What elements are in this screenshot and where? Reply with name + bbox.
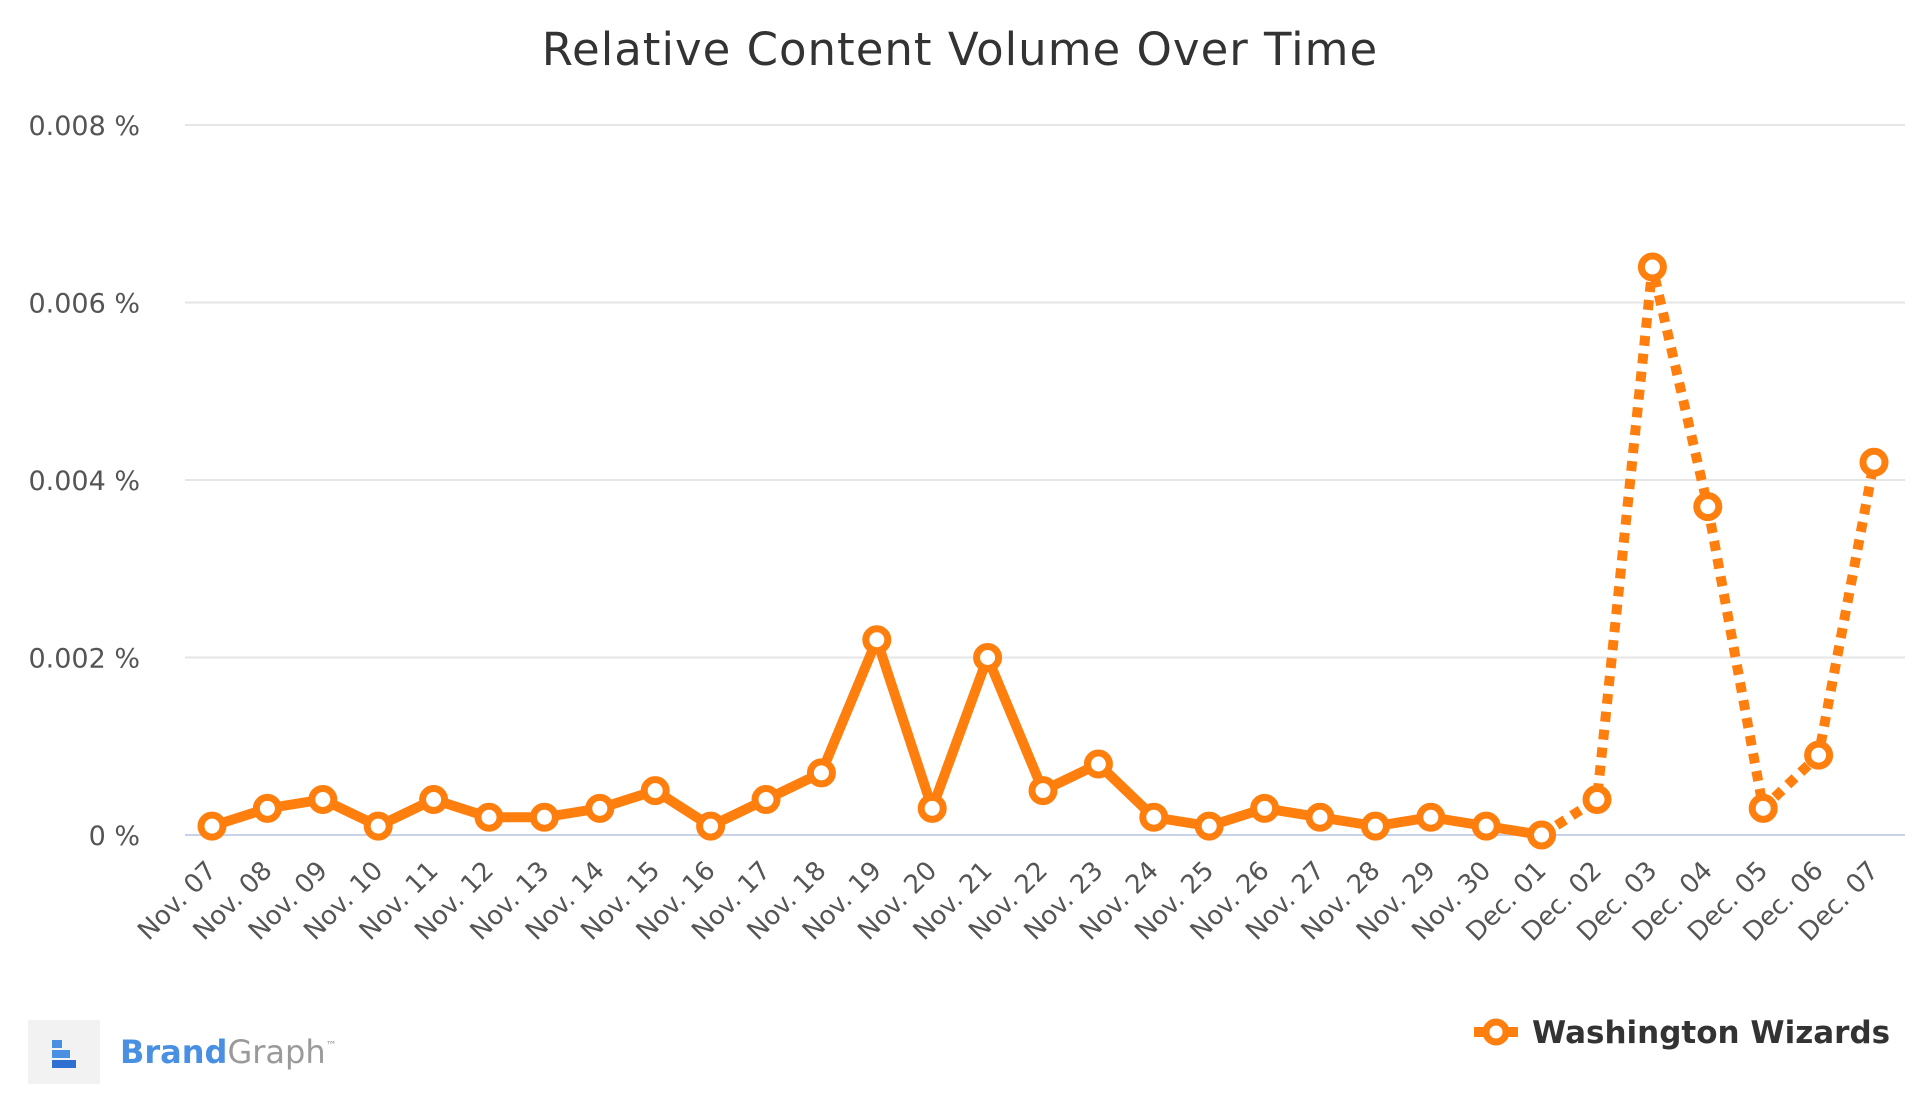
brandgraph-logo: BrandGraph™: [28, 1020, 337, 1084]
data-point[interactable]: [529, 802, 559, 832]
y-tick-label: 0.002 %: [28, 644, 140, 675]
data-point[interactable]: [1360, 811, 1390, 841]
y-tick-label: 0.008 %: [28, 111, 140, 142]
data-point[interactable]: [1859, 447, 1889, 477]
data-point[interactable]: [973, 643, 1003, 672]
y-tick-label: 0 %: [89, 821, 140, 852]
data-point[interactable]: [1637, 252, 1667, 282]
data-point[interactable]: [1804, 740, 1834, 770]
logo-bar-icon: [52, 1040, 62, 1048]
series-layer: [197, 252, 1889, 850]
data-point[interactable]: [419, 785, 449, 814]
data-point[interactable]: [1028, 776, 1058, 806]
data-point[interactable]: [363, 811, 393, 841]
y-axis: 0 % 0.002 % 0.004 % 0.006 % 0.008 %: [28, 111, 140, 852]
data-point[interactable]: [1083, 749, 1113, 779]
data-point[interactable]: [1471, 811, 1501, 841]
data-point[interactable]: [862, 625, 892, 655]
y-tick-label: 0.004 %: [28, 466, 140, 497]
legend-marker: [1482, 1018, 1510, 1046]
data-point[interactable]: [696, 811, 726, 841]
data-point[interactable]: [1527, 820, 1557, 850]
data-point[interactable]: [1139, 802, 1169, 832]
data-point[interactable]: [252, 793, 282, 823]
data-point[interactable]: [1305, 802, 1335, 832]
legend-label: Washington Wizards: [1532, 1015, 1890, 1051]
data-point[interactable]: [308, 785, 338, 814]
data-point[interactable]: [197, 811, 227, 841]
y-tick-label: 0.006 %: [28, 289, 140, 320]
chart-title: Relative Content Volume Over Time: [542, 23, 1378, 76]
data-point[interactable]: [917, 793, 947, 823]
brand-name: BrandGraph™: [120, 1033, 337, 1071]
grid: [185, 124, 1905, 836]
data-point[interactable]: [474, 802, 504, 832]
data-point[interactable]: [1416, 802, 1446, 832]
data-point[interactable]: [1693, 492, 1723, 522]
data-point[interactable]: [1250, 793, 1280, 823]
data-point[interactable]: [1582, 785, 1612, 814]
data-point[interactable]: [585, 793, 615, 823]
data-point[interactable]: [751, 785, 781, 814]
data-point[interactable]: [1194, 811, 1224, 841]
legend[interactable]: Washington Wizards: [1474, 1015, 1890, 1051]
series-line-solid: [207, 634, 1547, 840]
data-point[interactable]: [1748, 793, 1778, 823]
data-point[interactable]: [640, 776, 670, 806]
data-point[interactable]: [806, 758, 836, 788]
